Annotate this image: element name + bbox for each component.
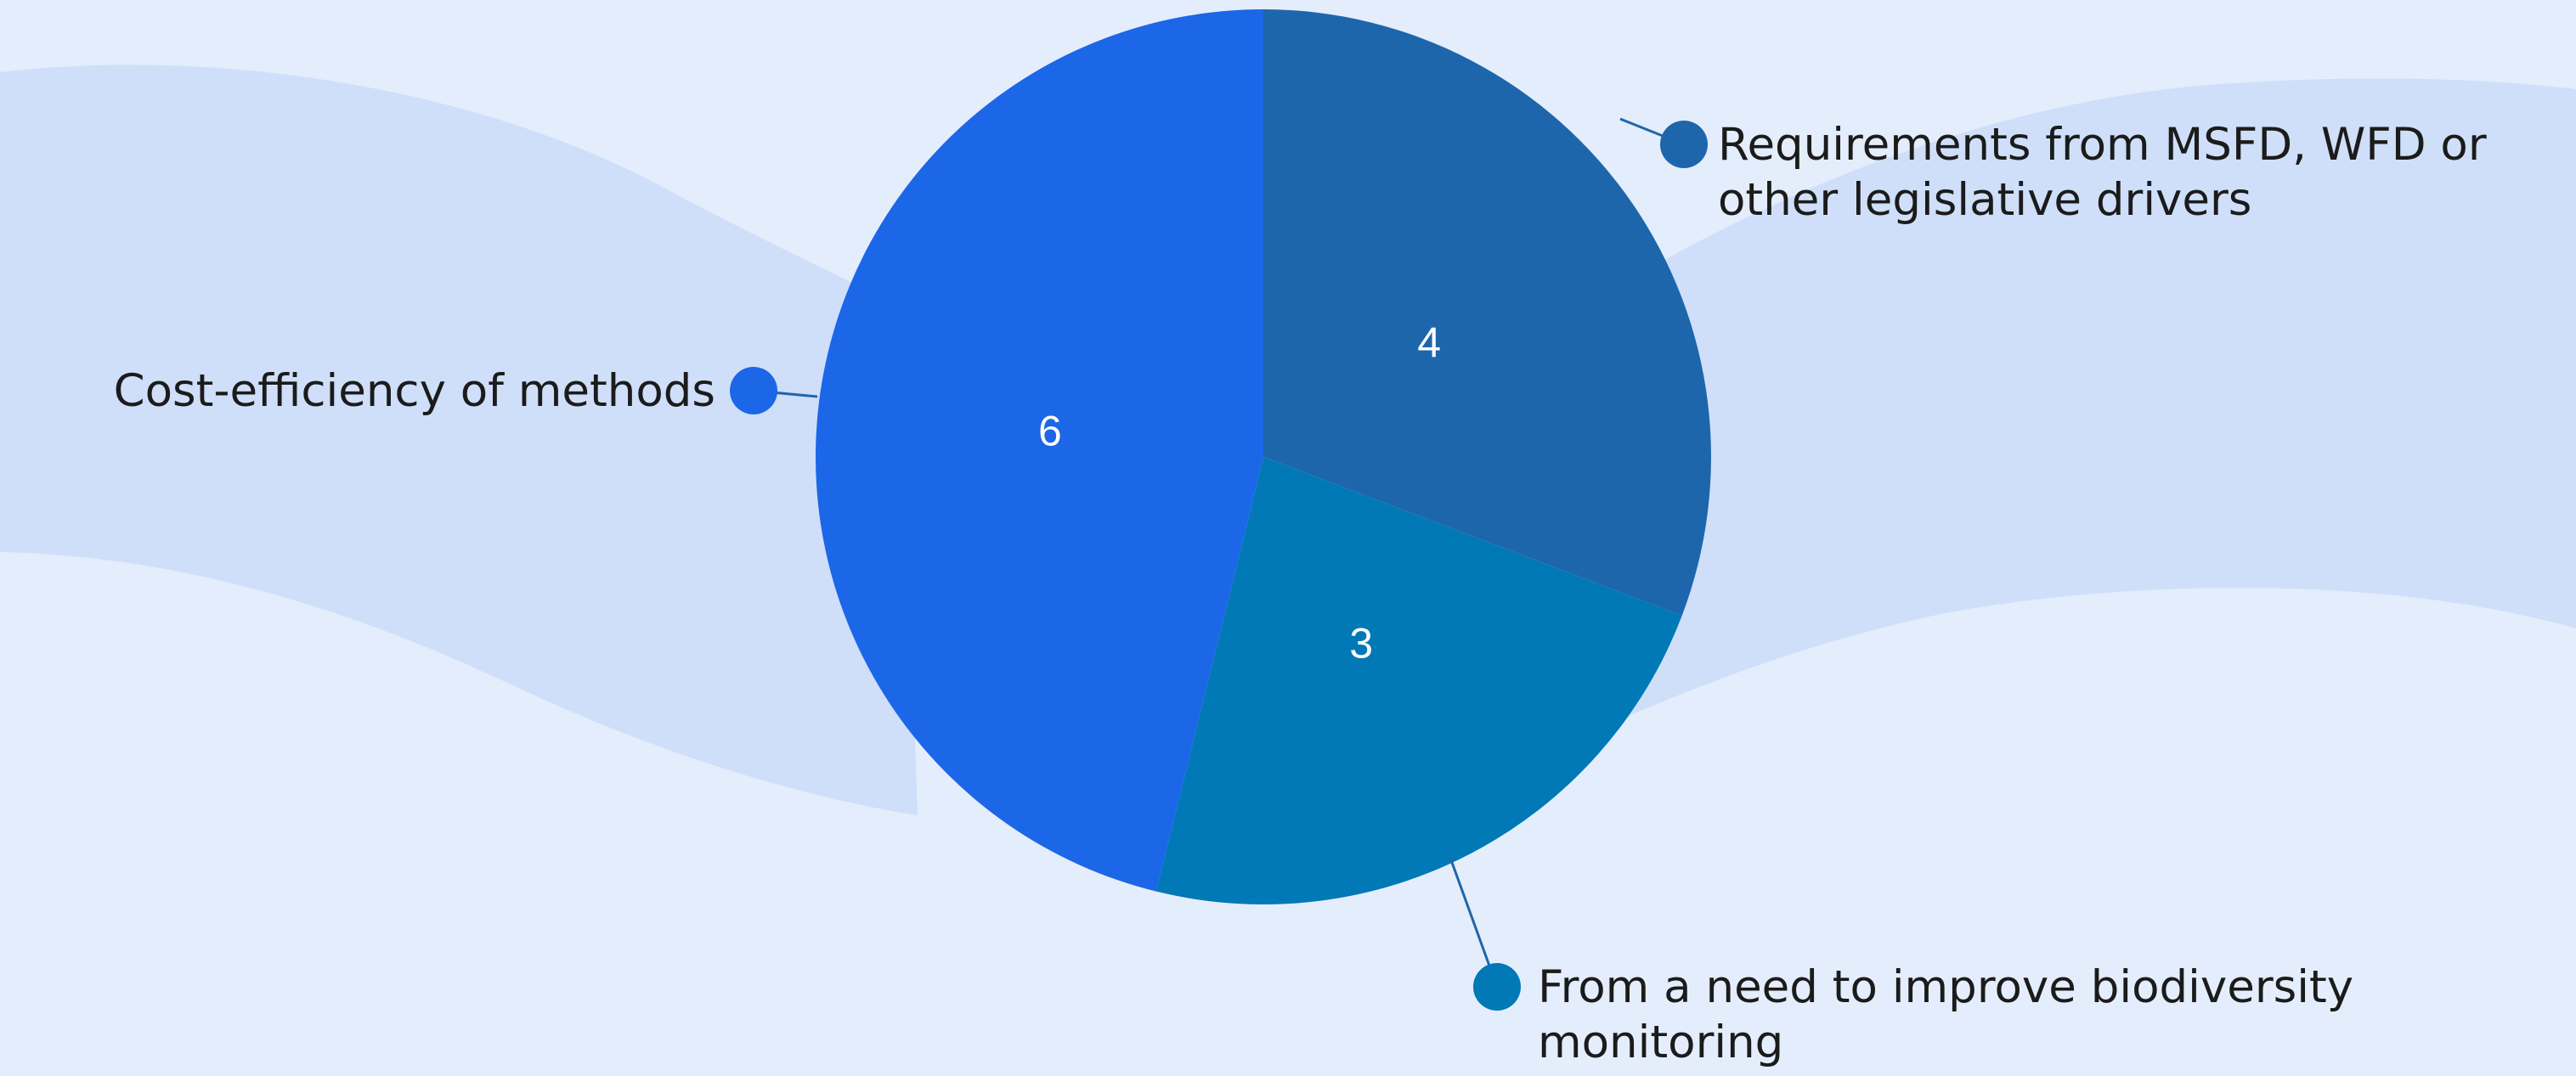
legend-marker — [1473, 963, 1521, 1011]
pie-slice — [1263, 9, 1711, 616]
slice-value-label: 3 — [1349, 619, 1373, 667]
category-label-line: From a need to improve biodiversity — [1538, 961, 2353, 1013]
slice-value-label: 6 — [1038, 408, 1062, 455]
category-label-line: Requirements from MSFD, WFD or — [1718, 119, 2487, 171]
category-label: Cost-efficiency of methods — [114, 365, 715, 417]
legend-marker — [1660, 121, 1708, 168]
category-label: Requirements from MSFD, WFD or other legi… — [1718, 119, 2487, 226]
pie-slice — [815, 9, 1263, 892]
background-wave-left — [0, 65, 918, 816]
background-wave-right — [1614, 78, 2576, 722]
slice-value-label: 4 — [1417, 318, 1441, 366]
category-label-line: monitoring — [1538, 1017, 1783, 1068]
category-label: From a need to improve biodiversity monit… — [1538, 961, 2353, 1068]
legend-marker — [730, 367, 777, 414]
category-label-line: Cost-efficiency of methods — [114, 365, 715, 417]
pie-slice — [1155, 457, 1682, 904]
category-label-line: other legislative drivers — [1718, 174, 2251, 226]
